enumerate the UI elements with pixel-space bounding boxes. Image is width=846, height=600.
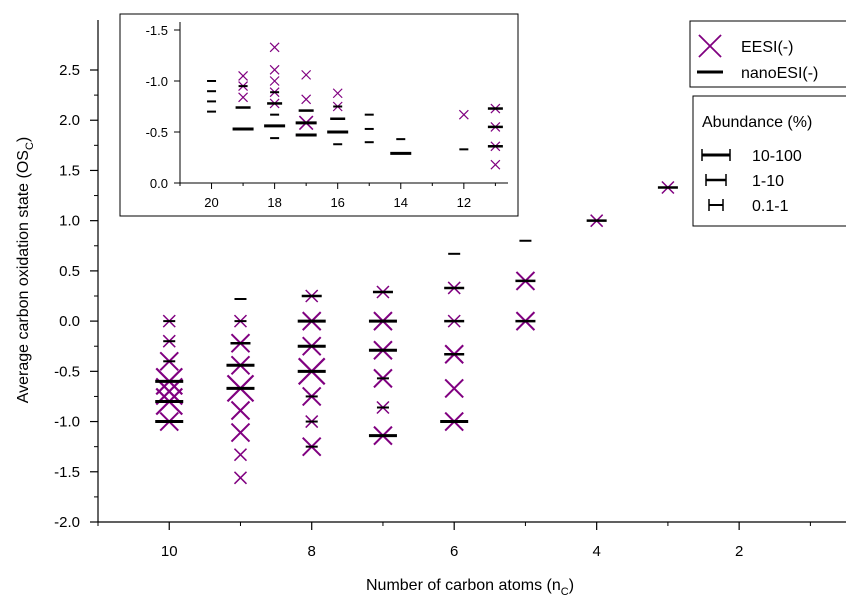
eesi-point xyxy=(233,471,248,485)
inset-eesi-point xyxy=(238,92,249,103)
inset-x-tick-label: 16 xyxy=(330,195,344,210)
y-ticks: -2.0 -1.5 -1.0 -0.5 0.0 0.5 1.0 1.5 2.0 2.5 xyxy=(54,62,98,531)
inset-eesi-point xyxy=(238,70,249,81)
y-tick-label: -1.0 xyxy=(54,414,80,431)
inset-eesi-point xyxy=(301,94,312,105)
inset-panel: 0.0 -0.5 -1.0 -1.5 20 18 16 14 12 xyxy=(119,13,519,217)
legend-box xyxy=(689,20,846,88)
main-plot-marks xyxy=(155,180,678,485)
inset-x-ticks: 20 18 16 14 12 xyxy=(179,183,496,210)
legend-entry-label: EESI(-) xyxy=(741,39,793,56)
legend: EESI(-) nanoESI(-) xyxy=(689,20,846,88)
x-tick-label: 6 xyxy=(450,543,458,560)
inset-eesi-point xyxy=(458,109,469,120)
inset-eesi-point xyxy=(269,64,280,75)
x-tick-label: 2 xyxy=(735,543,743,560)
inset-eesi-point xyxy=(332,88,343,99)
eesi-point xyxy=(233,448,248,462)
inset-x-tick-label: 12 xyxy=(457,195,471,210)
inset-y-tick-label: -1.0 xyxy=(146,74,168,89)
y-tick-label: 2.5 xyxy=(59,62,80,79)
y-tick-label: 1.5 xyxy=(59,162,80,179)
eesi-point xyxy=(444,378,464,399)
eesi-point xyxy=(230,400,251,421)
y-tick-label: -1.5 xyxy=(54,464,80,481)
inset-x-tick-label: 18 xyxy=(267,195,281,210)
y-axis-title: Average carbon oxidation state (OSC) xyxy=(15,137,36,403)
abundance-entry-label: 1-10 xyxy=(752,173,784,190)
inset-x-tick-label: 14 xyxy=(394,195,408,210)
eesi-point xyxy=(230,422,251,443)
abundance-entry-label: 10-100 xyxy=(752,148,802,165)
y-axis-title-text: Average carbon oxidation state (OS xyxy=(15,150,32,403)
legend-eesi-marker xyxy=(698,34,722,58)
legend-entry-label: nanoESI(-) xyxy=(741,65,818,82)
abundance-entries: 10-100 1-10 0.1-1 xyxy=(701,148,802,215)
x-tick-label: 8 xyxy=(308,543,316,560)
inset-eesi-point xyxy=(490,159,501,170)
inset-outer-frame xyxy=(119,13,519,217)
y-tick-label: 0.0 xyxy=(59,313,80,330)
inset-y-ticks: 0.0 -0.5 -1.0 -1.5 xyxy=(146,23,180,191)
x-axis-title-sub: C xyxy=(561,586,569,598)
abundance-legend-title: Abundance (%) xyxy=(702,114,812,131)
y-axis-title-end: ) xyxy=(15,137,32,142)
inset-eesi-point xyxy=(269,42,280,53)
legend-entries: EESI(-) nanoESI(-) xyxy=(697,34,818,82)
x-ticks: 10 8 6 4 2 xyxy=(97,522,811,560)
x-axis-title-text: Number of carbon atoms (n xyxy=(366,577,561,594)
abundance-entry-label: 0.1-1 xyxy=(752,198,789,215)
y-tick-label: 0.5 xyxy=(59,263,80,280)
inset-y-tick-label: -0.5 xyxy=(146,125,168,140)
x-tick-label: 10 xyxy=(161,543,178,560)
inset-x-tick-label: 20 xyxy=(204,195,218,210)
x-axis-title-end: ) xyxy=(569,577,574,594)
inset-y-tick-label: -1.5 xyxy=(146,23,168,38)
y-tick-label: -0.5 xyxy=(54,363,80,380)
inset-eesi-point xyxy=(269,76,280,86)
inset-eesi-point xyxy=(301,69,312,80)
y-tick-label: 1.0 xyxy=(59,213,80,230)
x-tick-label: 4 xyxy=(592,543,600,560)
y-axis-title-sub: C xyxy=(24,142,36,150)
y-tick-label: -2.0 xyxy=(54,514,80,531)
inset-plot-marks xyxy=(207,42,503,170)
abundance-legend: Abundance (%) 10-100 1-10 0.1-1 xyxy=(692,95,846,227)
x-axis-title: Number of carbon atoms (nC) xyxy=(366,577,574,598)
y-tick-label: 2.0 xyxy=(59,112,80,129)
inset-y-tick-label: 0.0 xyxy=(150,176,168,191)
